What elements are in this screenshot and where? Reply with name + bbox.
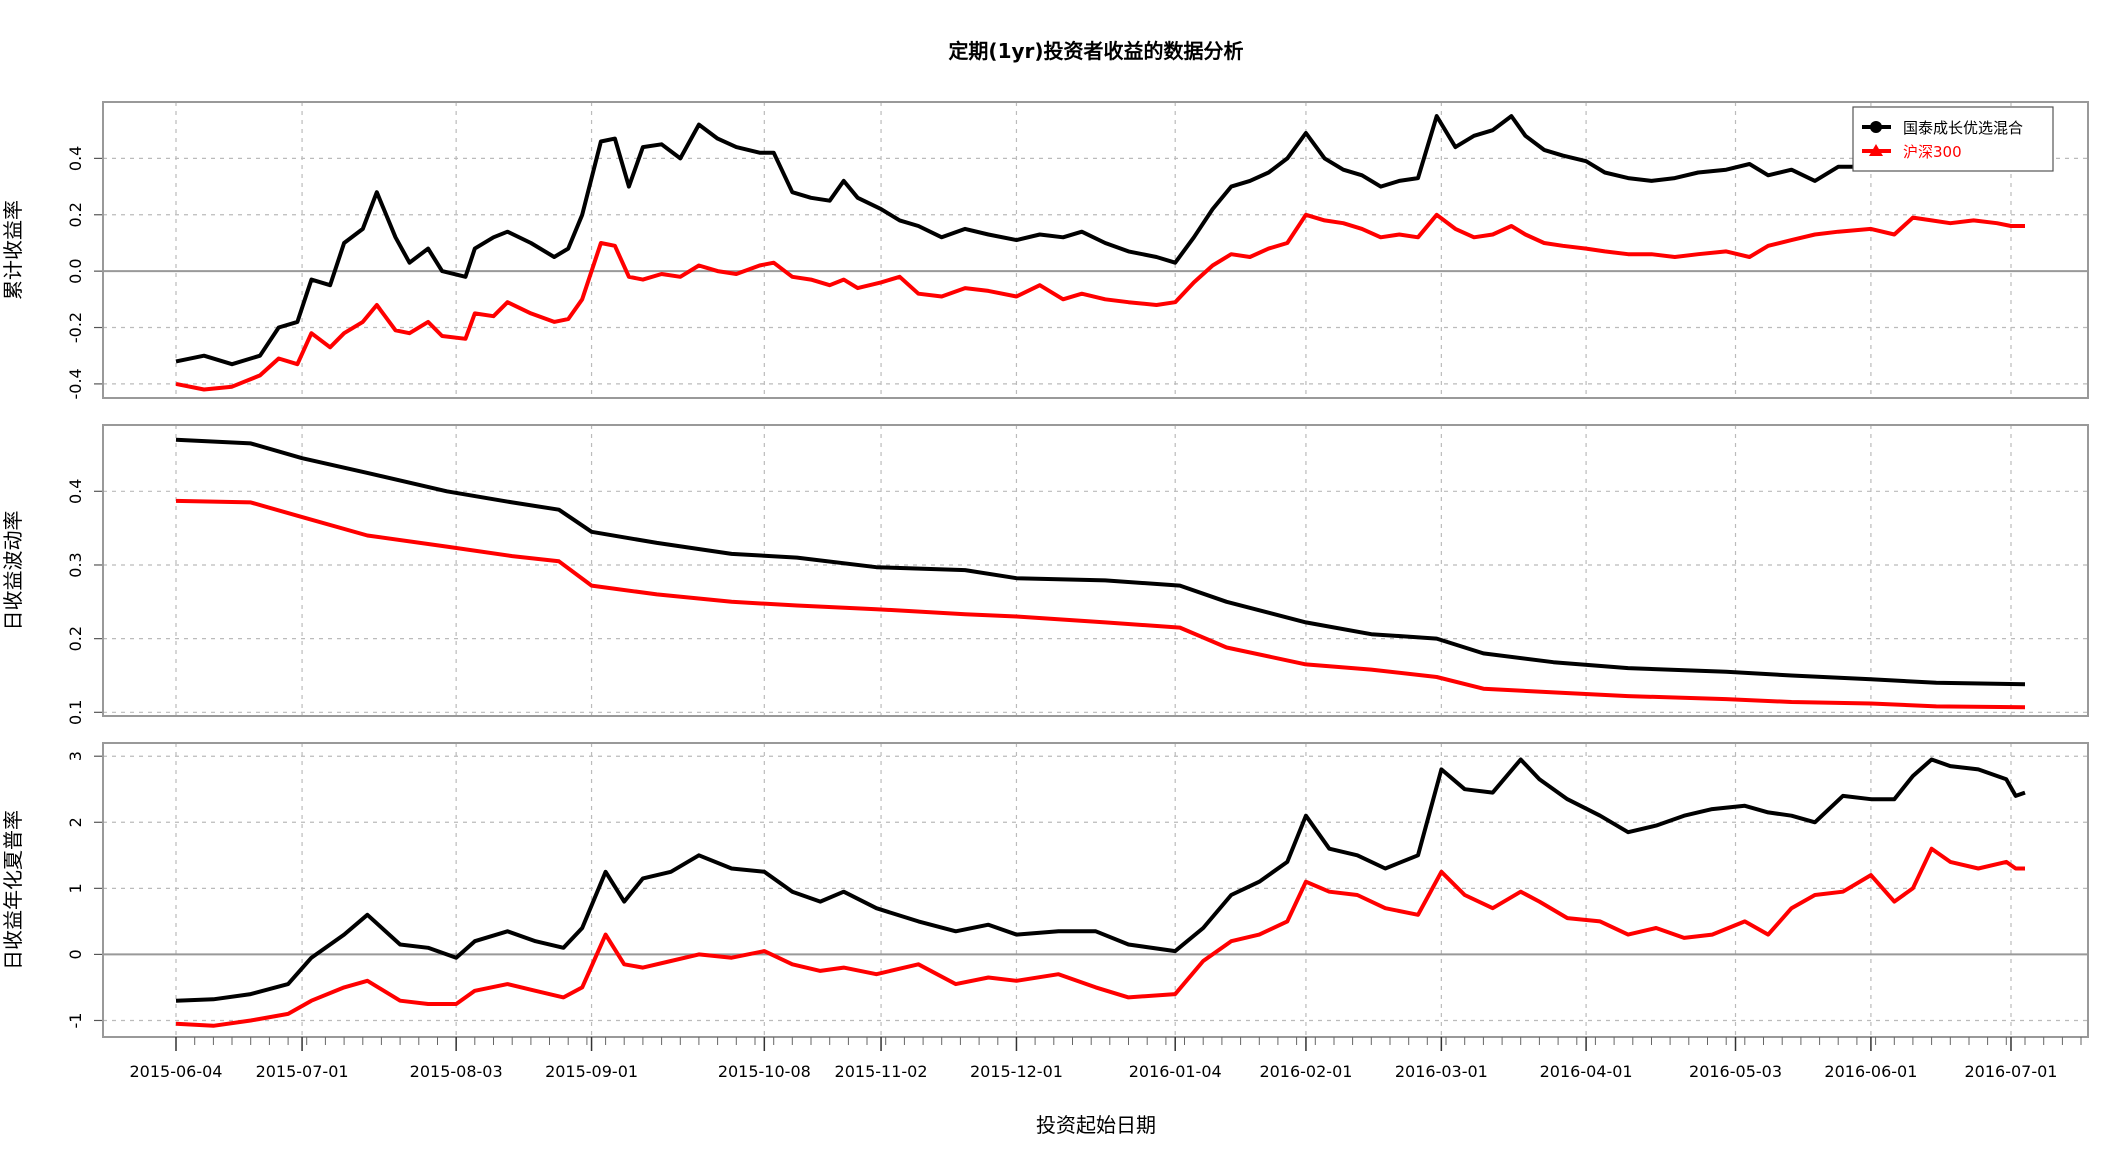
x-tick-label-6: 2015-12-01: [970, 1062, 1063, 1081]
x-axis: 2015-06-04 2015-07-01 2015-08-03 2015-09-01…: [130, 1037, 2082, 1081]
panel-1-series-index: [175, 212, 2025, 392]
chart-title: 定期(1yr)投资者收益的数据分析: [948, 39, 1243, 63]
x-tick-label-9: 2016-03-01: [1395, 1062, 1488, 1081]
panel-3-ytick-label-3: 2: [66, 817, 85, 827]
x-tick-label-1: 2015-07-01: [256, 1062, 349, 1081]
panel-2-ytick-label-2: 0.3: [66, 552, 85, 577]
panel-1-ylabel: 累计收益率: [1, 200, 25, 300]
panel-3-series-index: [175, 846, 2025, 1028]
x-tick-label-12: 2016-06-01: [1824, 1062, 1917, 1081]
panel-2-ytick-label-3: 0.4: [66, 479, 85, 504]
legend-marker-circle: [1870, 121, 1882, 133]
panel-2-ytick-label-1: 0.2: [66, 626, 85, 651]
x-tick-label-3: 2015-09-01: [545, 1062, 638, 1081]
legend-box: [1852, 106, 2054, 172]
panel-2-series-fund: [175, 437, 2026, 687]
panel-2-ylabel: 日收益波动率: [1, 511, 25, 631]
x-tick-label-7: 2016-01-04: [1129, 1062, 1222, 1081]
legend-marker-triangle: [1869, 144, 1883, 156]
panel-3-frame: [102, 742, 2089, 1038]
x-tick-label-11: 2016-05-03: [1689, 1062, 1782, 1081]
panel-3-ytick-label-2: 1: [66, 883, 85, 893]
x-tick-label-4: 2015-10-08: [718, 1062, 811, 1081]
panel-2: 0.1 0.2 0.3 0.4 日收益波动率: [1, 424, 2089, 725]
panel-3-ytick-label-1: 0: [66, 949, 85, 959]
panel-2-series-index: [175, 498, 2026, 710]
panel-1-ytick-label-4: 0.4: [66, 146, 85, 171]
panel-1-ytick-label-3: 0.2: [66, 202, 85, 227]
panel-3-ytick-label-0: -1: [66, 1013, 85, 1029]
x-tick-label-10: 2016-04-01: [1540, 1062, 1633, 1081]
panel-1-frame: [102, 101, 2089, 399]
chart-panels: -0.4 -0.2 0.0 0.2 0.4 累计收益率 0.1 0.2 0.3 0.4 日收益波动率…: [1, 101, 2089, 1038]
x-tick-label-8: 2016-02-01: [1259, 1062, 1352, 1081]
panel-1-ytick-label-0: -0.4: [66, 368, 85, 399]
panel-1: -0.4 -0.2 0.0 0.2 0.4 累计收益率: [1, 101, 2089, 400]
panel-3-ylabel: 日收益年化夏普率: [1, 810, 25, 970]
panel-1-series-fund: [175, 114, 2025, 367]
panel-2-frame: [102, 424, 2089, 717]
panel-3: -1 0 1 2 3 日收益年化夏普率: [1, 742, 2089, 1038]
x-tick-label-2: 2015-08-03: [410, 1062, 503, 1081]
panel-2-ytick-label-0: 0.1: [66, 700, 85, 725]
x-tick-label-0: 2015-06-04: [130, 1062, 223, 1081]
legend-label-0: 国泰成长优选混合: [1903, 119, 2023, 137]
panel-3-series-fund: [175, 757, 2026, 1003]
legend-label-1: 沪深300: [1903, 143, 1962, 161]
x-tick-label-5: 2015-11-02: [835, 1062, 928, 1081]
x-axis-label: 投资起始日期: [1036, 1113, 1156, 1137]
panel-1-ytick-label-2: 0.0: [66, 258, 85, 283]
x-tick-label-13: 2016-07-01: [1965, 1062, 2058, 1081]
panel-1-ytick-label-1: -0.2: [66, 312, 85, 343]
panel-3-ytick-label-4: 3: [66, 751, 85, 761]
